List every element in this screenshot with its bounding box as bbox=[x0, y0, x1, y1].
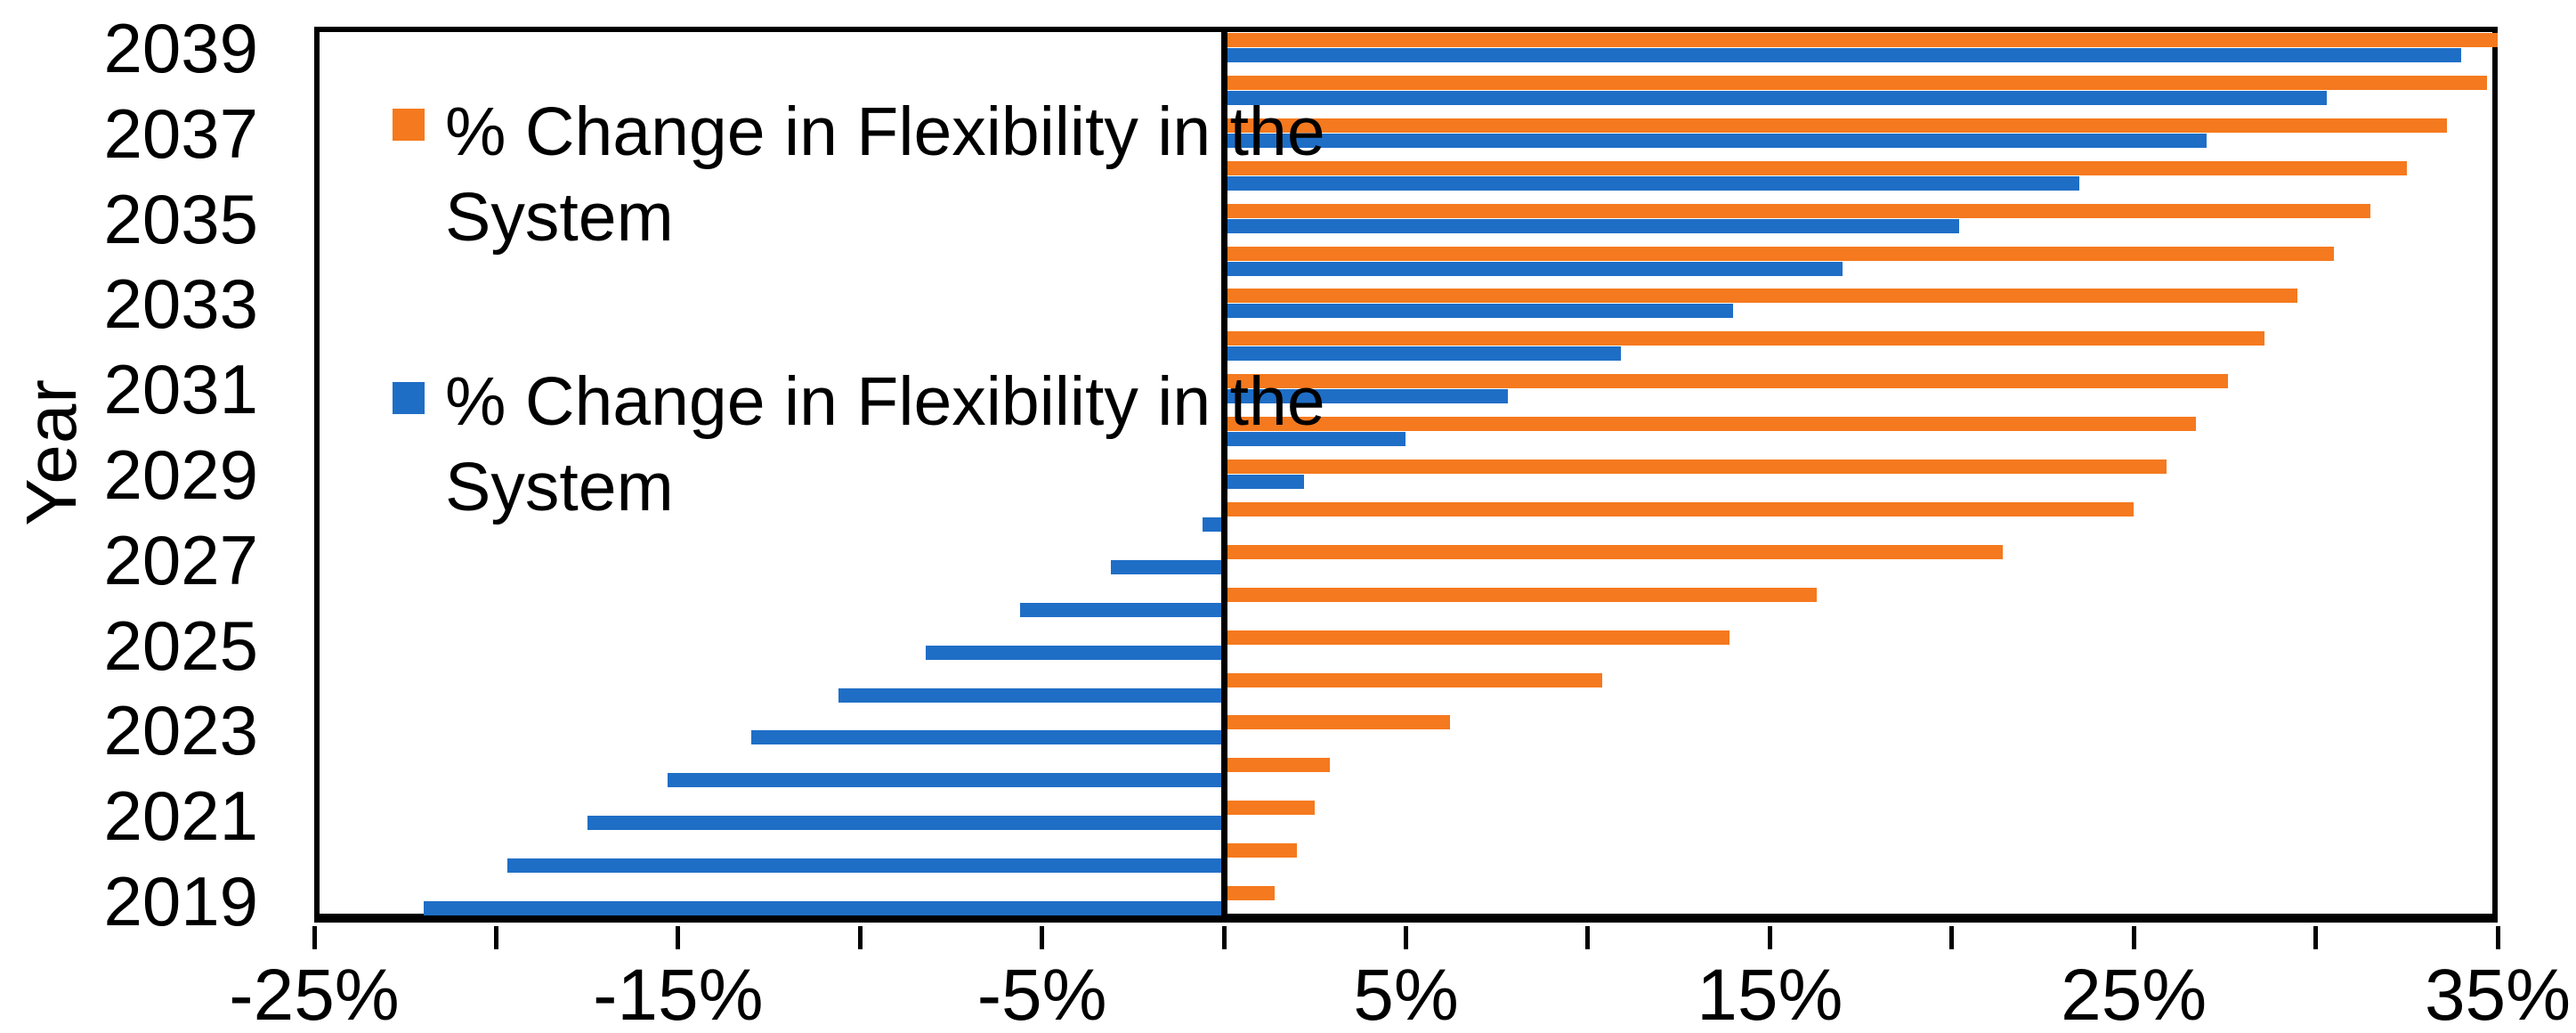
bar-2037-series2 bbox=[1224, 133, 2207, 148]
x-tick-label: -5% bbox=[976, 955, 1107, 1033]
bar-2036-series1 bbox=[1224, 160, 2407, 175]
bar-2027-series2 bbox=[1111, 559, 1225, 574]
bar-2023-series2 bbox=[750, 730, 1225, 745]
x-tick-label: 15% bbox=[1697, 955, 1843, 1033]
bar-2026-series1 bbox=[1224, 587, 1818, 602]
y-tick-label: 2037 bbox=[103, 94, 258, 173]
bar-2028-series1 bbox=[1224, 501, 2135, 516]
bar-2027-series1 bbox=[1224, 544, 2003, 559]
x-tick-mark bbox=[676, 926, 681, 949]
legend-label-blue: % Change in Flexibility in the System bbox=[445, 363, 1325, 525]
y-tick-label: 2033 bbox=[103, 264, 258, 344]
bar-2031-series1 bbox=[1224, 374, 2229, 389]
legend-label-orange: % Change in Flexibility in the System bbox=[445, 94, 1325, 256]
x-tick-label: -15% bbox=[593, 955, 764, 1033]
y-tick-label: 2025 bbox=[103, 606, 258, 685]
bar-2038-series1 bbox=[1224, 75, 2487, 90]
bar-2025-series1 bbox=[1224, 630, 1730, 645]
y-tick-label: 2023 bbox=[103, 691, 258, 770]
x-tick-mark bbox=[312, 926, 317, 949]
bar-2021-series1 bbox=[1224, 801, 1316, 816]
bar-2021-series2 bbox=[587, 816, 1225, 831]
plot-area bbox=[314, 27, 2498, 923]
bar-2023-series1 bbox=[1224, 715, 1450, 730]
bar-2038-series2 bbox=[1224, 90, 2327, 105]
y-tick-label: 2031 bbox=[103, 350, 258, 429]
y-tick-label: 2029 bbox=[103, 435, 258, 514]
bar-2037-series1 bbox=[1224, 118, 2447, 133]
x-tick-mark bbox=[1767, 926, 1772, 949]
y-tick-label: 2027 bbox=[103, 520, 258, 599]
bar-2033-series1 bbox=[1224, 289, 2298, 304]
bar-2028-series2 bbox=[1202, 516, 1225, 532]
x-tick-label: 25% bbox=[2061, 955, 2207, 1033]
bar-2039-series2 bbox=[1224, 48, 2462, 62]
x-tick-mark bbox=[857, 926, 863, 949]
bar-2022-series1 bbox=[1224, 758, 1330, 773]
y-tick-label: 2035 bbox=[103, 179, 258, 258]
x-tick-label: 5% bbox=[1353, 955, 1459, 1033]
legend-swatch-blue-icon bbox=[393, 382, 425, 414]
x-tick-mark bbox=[1585, 926, 1591, 949]
bar-2033-series2 bbox=[1224, 304, 1734, 319]
bar-2019-series2 bbox=[423, 901, 1225, 916]
bar-2020-series2 bbox=[506, 858, 1225, 874]
bar-2036-series2 bbox=[1224, 175, 2079, 191]
x-tick-mark bbox=[493, 926, 498, 949]
bar-2031-series2 bbox=[1224, 389, 1508, 404]
bar-2024-series2 bbox=[838, 687, 1225, 703]
x-tick-label: 35% bbox=[2424, 955, 2572, 1033]
bar-2034-series1 bbox=[1224, 246, 2335, 261]
bar-2030-series2 bbox=[1224, 432, 1406, 447]
bar-2032-series2 bbox=[1224, 346, 1621, 362]
x-tick-mark bbox=[2495, 926, 2500, 949]
bar-2039-series1 bbox=[1224, 33, 2498, 47]
bar-2019-series1 bbox=[1224, 886, 1276, 901]
x-tick-mark bbox=[1949, 926, 1955, 949]
y-tick-label: 2019 bbox=[103, 862, 258, 941]
bar-2025-series2 bbox=[925, 645, 1225, 660]
zero-axis-line bbox=[1221, 27, 1228, 923]
bar-2029-series2 bbox=[1224, 475, 1305, 490]
bar-2035-series1 bbox=[1224, 203, 2370, 218]
x-tick-mark bbox=[1040, 926, 1045, 949]
x-tick-label: -25% bbox=[229, 955, 400, 1033]
bar-2029-series1 bbox=[1224, 460, 2167, 475]
x-tick-mark bbox=[1404, 926, 1408, 949]
y-tick-label: 2021 bbox=[103, 777, 258, 856]
x-tick-mark bbox=[1221, 926, 1227, 949]
bar-2034-series2 bbox=[1224, 261, 1843, 276]
legend-swatch-orange-icon bbox=[393, 109, 425, 141]
bar-2035-series2 bbox=[1224, 218, 1959, 233]
bar-2022-series2 bbox=[667, 773, 1225, 788]
bar-2030-series1 bbox=[1224, 417, 2196, 432]
x-tick-mark bbox=[2131, 926, 2136, 949]
y-tick-label: 2039 bbox=[103, 8, 258, 87]
bar-2032-series1 bbox=[1224, 331, 2265, 346]
bar-2026-series2 bbox=[1020, 602, 1225, 617]
bar-2020-series1 bbox=[1224, 843, 1297, 858]
x-tick-mark bbox=[2313, 926, 2319, 949]
bar-2024-series1 bbox=[1224, 672, 1603, 687]
